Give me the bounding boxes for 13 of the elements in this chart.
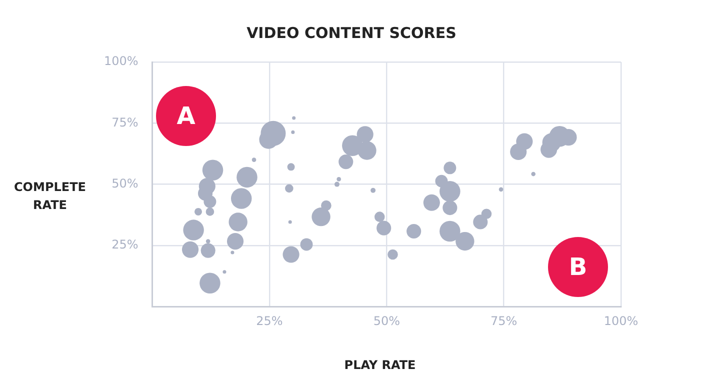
x-axis-title: PLAY RATE [343, 358, 417, 372]
x-tick-label: 100% [604, 314, 638, 328]
chart-title: VIDEO CONTENT SCORES [246, 24, 458, 42]
y-tick-label: 25% [112, 238, 138, 252]
y-tick-label: 50% [112, 176, 138, 190]
y-tick-label: 75% [112, 115, 138, 130]
y-tick-label: 100% [104, 54, 138, 68]
x-tick-label: 25% [256, 314, 283, 328]
y-axis-title: COMPLETE RATE [13, 179, 87, 214]
circle-badge: B [548, 237, 608, 297]
x-tick-label: 75% [490, 314, 518, 328]
circle-badge: A [156, 86, 216, 146]
x-tick-label: 50% [373, 314, 400, 328]
